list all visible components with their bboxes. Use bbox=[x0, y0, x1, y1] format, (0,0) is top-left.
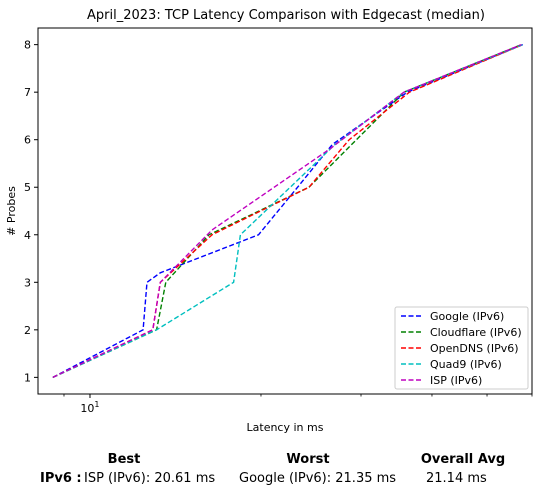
best-header: Best bbox=[107, 452, 141, 467]
series-lines bbox=[52, 43, 524, 379]
chart-title: April_2023: TCP Latency Comparison with … bbox=[87, 8, 485, 23]
y-tick-label: 5 bbox=[24, 181, 31, 194]
legend-label: Cloudflare (IPv6) bbox=[430, 326, 522, 339]
y-axis-label: # Probes bbox=[5, 186, 18, 236]
legend-label: Google (IPv6) bbox=[430, 310, 504, 323]
legend-label: ISP (IPv6) bbox=[430, 374, 482, 387]
y-axis: 1 2 3 4 5 6 7 8 bbox=[24, 39, 38, 384]
ipv6-row-label: IPv6 : bbox=[40, 471, 82, 486]
y-tick-label: 7 bbox=[24, 86, 31, 99]
best-value: ISP (IPv6): 20.61 ms bbox=[84, 471, 216, 486]
legend: Google (IPv6) Cloudflare (IPv6) OpenDNS (I… bbox=[394, 306, 529, 390]
y-tick-label: 2 bbox=[24, 324, 31, 337]
y-tick-label: 3 bbox=[24, 276, 31, 289]
summary-table: Best Worst Overall Avg IPv6 : ISP (IPv6)… bbox=[0, 448, 541, 496]
y-tick-label: 8 bbox=[24, 39, 31, 52]
overall-avg-header: Overall Avg bbox=[420, 452, 506, 467]
legend-box bbox=[394, 306, 529, 390]
overall-avg-value: 21.14 ms bbox=[426, 471, 487, 486]
plot-frame bbox=[37, 27, 533, 395]
series-line-1 bbox=[52, 43, 524, 379]
x-tick-label: 101 bbox=[80, 400, 99, 415]
x-axis: 101 bbox=[63, 394, 533, 415]
y-tick-label: 6 bbox=[24, 134, 31, 147]
y-tick-label: 4 bbox=[24, 229, 31, 242]
y-tick-label: 1 bbox=[24, 371, 31, 384]
legend-label: Quad9 (IPv6) bbox=[430, 358, 502, 371]
x-axis-label: Latency in ms bbox=[247, 421, 324, 434]
worst-value: Google (IPv6): 21.35 ms bbox=[239, 471, 397, 486]
worst-header: Worst bbox=[286, 452, 330, 467]
series-line-5 bbox=[52, 43, 522, 379]
legend-label: OpenDNS (IPv6) bbox=[430, 342, 519, 355]
chart: April_2023: TCP Latency Comparison with … bbox=[5, 8, 533, 434]
